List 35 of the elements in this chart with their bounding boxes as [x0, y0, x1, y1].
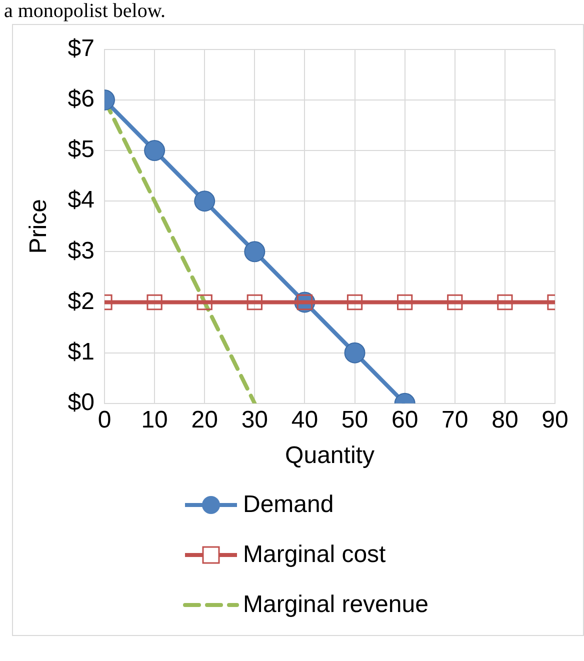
- x-tick-label: 40: [291, 406, 318, 434]
- point: [244, 241, 266, 262]
- point: [194, 190, 216, 212]
- y-tick-label: $5: [68, 136, 94, 164]
- x-axis-title: Quantity: [285, 442, 374, 470]
- point: [346, 294, 363, 310]
- x-tick-label: 30: [241, 406, 268, 434]
- y-axis-title: Price: [25, 199, 52, 254]
- legend-label: Demand: [243, 491, 334, 519]
- x-tick-label: 90: [542, 406, 568, 434]
- point: [497, 294, 513, 310]
- y-tick-label: $0: [68, 389, 94, 416]
- x-tick-label: 0: [98, 406, 112, 434]
- x-tick-label: 70: [442, 406, 468, 434]
- y-tick-label: $6: [68, 86, 94, 113]
- x-tick-label: 50: [341, 406, 368, 434]
- y-tick-label: $1: [68, 338, 94, 366]
- x-tick-label: 80: [492, 406, 518, 434]
- y-tick-label: $4: [68, 186, 94, 214]
- legend-label: Marginal revenue: [243, 591, 428, 619]
- point: [246, 294, 262, 310]
- y-tick-label: $3: [68, 237, 94, 264]
- y-tick-label: $7: [68, 35, 94, 62]
- point: [146, 294, 162, 310]
- legend-label: Marginal cost: [243, 541, 386, 569]
- x-tick-label: 20: [191, 406, 218, 434]
- y-tick-label: $2: [68, 288, 94, 315]
- point: [344, 342, 366, 364]
- point: [144, 140, 166, 162]
- point: [196, 294, 212, 310]
- point: [447, 294, 463, 310]
- point: [397, 294, 413, 310]
- text: a monopolist below.: [3, 0, 166, 22]
- x-tick-label: 10: [141, 406, 168, 434]
- x-tick-label: 60: [391, 406, 418, 434]
